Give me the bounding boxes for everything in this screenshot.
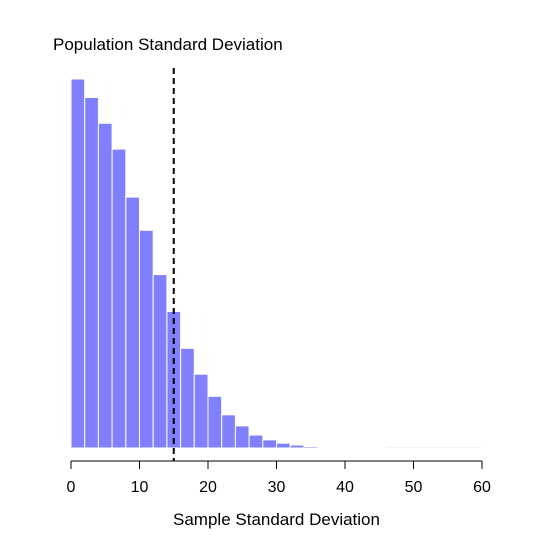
histogram-bar bbox=[97, 122, 113, 449]
histogram-bars bbox=[70, 78, 483, 449]
histogram-bar bbox=[84, 96, 99, 449]
histogram-bar bbox=[180, 347, 195, 449]
histogram-bar bbox=[399, 446, 414, 449]
histogram-bar bbox=[125, 196, 141, 449]
histogram-bar bbox=[262, 439, 277, 449]
x-axis: 0 10 20 30 40 50 60 bbox=[67, 460, 491, 496]
histogram-bar bbox=[221, 414, 236, 449]
x-tick-label: 60 bbox=[473, 479, 491, 496]
histogram-bar bbox=[276, 442, 291, 449]
x-tick-label: 40 bbox=[336, 479, 354, 496]
histogram-bar bbox=[330, 447, 346, 449]
x-axis-title: Sample Standard Deviation bbox=[173, 510, 380, 529]
histogram-bar bbox=[413, 446, 428, 449]
x-tick-label: 10 bbox=[131, 479, 149, 496]
histogram-bar bbox=[317, 446, 332, 449]
histogram-bar bbox=[248, 434, 264, 449]
x-tick-label: 30 bbox=[268, 479, 286, 496]
histogram-bar bbox=[385, 446, 401, 449]
histogram-bar bbox=[152, 274, 168, 449]
histogram-bar bbox=[207, 395, 223, 449]
histogram-bar bbox=[70, 78, 86, 449]
histogram-bar bbox=[467, 446, 483, 449]
population-sd-label: Population Standard Deviation bbox=[53, 35, 283, 54]
x-tick-label: 20 bbox=[199, 479, 217, 496]
x-tick-label: 0 bbox=[67, 479, 76, 496]
histogram-bar bbox=[371, 447, 387, 449]
x-tick-label: 50 bbox=[405, 479, 423, 496]
histogram-bar bbox=[139, 229, 154, 449]
histogram-bar bbox=[234, 425, 250, 449]
histogram-bar bbox=[193, 373, 209, 449]
histogram-bar bbox=[426, 446, 442, 449]
histogram-bar bbox=[440, 446, 456, 449]
histogram-bar bbox=[358, 447, 373, 449]
histogram-bar bbox=[289, 444, 305, 449]
histogram-bar bbox=[111, 148, 127, 449]
histogram-bar bbox=[344, 447, 360, 449]
histogram-bar bbox=[454, 446, 469, 449]
histogram-bar bbox=[303, 446, 319, 449]
